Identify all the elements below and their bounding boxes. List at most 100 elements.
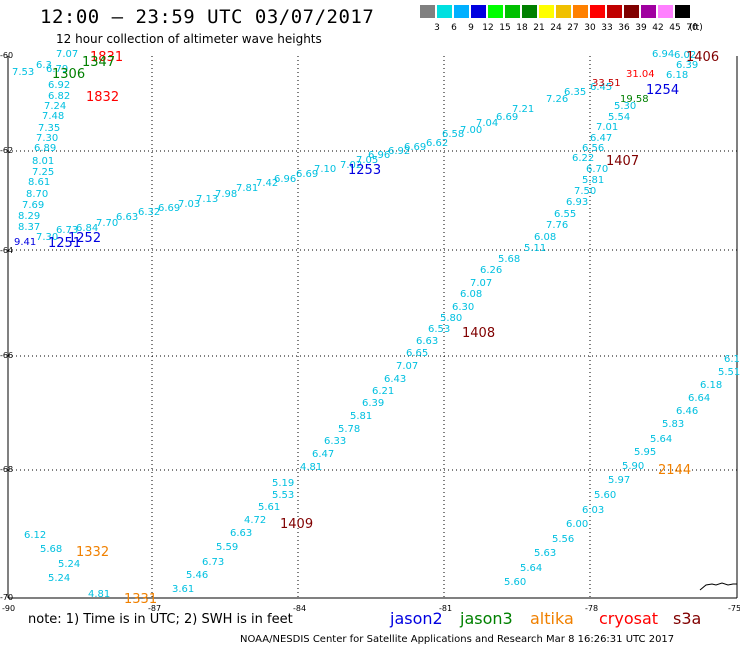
legend: note: 1) Time is in UTC; 2) SWH is in fe… [28, 609, 740, 631]
legend-cryosat: cryosat [599, 609, 659, 628]
pass-time-label: 1409 [280, 517, 313, 532]
pass-time-label: 1251 [48, 236, 81, 251]
track-value: 5.56 [552, 534, 574, 545]
track-value: 5.63 [534, 548, 556, 559]
track-value: 6.02 [674, 50, 696, 61]
track-value: 7.04 [476, 118, 498, 129]
axis-labels: -60 -62 -64 -66 -68 -70 -87 -84 -81 -78 -75 -90 [0, 51, 740, 613]
track-value: 6.84 [76, 223, 98, 234]
colorbar-swatch [607, 5, 622, 18]
track-value: 5.19 [272, 478, 294, 489]
track-value: 6.3 [36, 60, 52, 71]
track-value: 6.32 [138, 207, 160, 218]
colorbar-label: 27 [567, 23, 579, 33]
track-value: 7.30 [36, 133, 58, 144]
track-value: 6.70 [586, 164, 608, 175]
colorbar-label: 21 [533, 23, 545, 33]
wave-height-value: 19.58 [620, 94, 649, 105]
track-value: 4.81 [300, 462, 322, 473]
colorbar-label: 15 [499, 23, 511, 33]
track-value: 5.53 [272, 490, 294, 501]
track-value: 6.21 [372, 386, 394, 397]
track-value: 5.54 [608, 112, 630, 123]
colorbar-swatch [641, 5, 656, 18]
track-value: 5.24 [48, 573, 70, 584]
legend-altika: altika [530, 609, 574, 628]
track-value: 5.80 [440, 313, 462, 324]
track-value: 5.60 [594, 490, 616, 501]
track-value: 6.1 [724, 354, 740, 365]
track-value: 6.18 [700, 380, 722, 391]
track-value: 7.07 [56, 49, 78, 60]
track-value: 6.00 [566, 519, 588, 530]
track-value: 7.02 [340, 160, 362, 171]
track-value: 5.81 [350, 411, 372, 422]
track-value: 6.43 [384, 374, 406, 385]
track-value: 6.92 [388, 146, 410, 157]
track-value: 6.93 [566, 197, 588, 208]
track-value: 6.47 [312, 449, 334, 460]
track-value: 7.30 [36, 232, 58, 243]
track-value: 7.70 [96, 218, 118, 229]
track-value: 6.18 [666, 70, 688, 81]
track-value: 5.83 [662, 419, 684, 430]
track-value: 6.96 [274, 174, 296, 185]
colorbar-label: 42 [652, 23, 664, 33]
units-note: note: 1) Time is in UTC; 2) SWH is in fe… [28, 612, 293, 627]
legend-jason2: jason2 [390, 609, 443, 628]
colorbar-label: 45 [669, 23, 681, 33]
track-value: 5.24 [58, 559, 80, 570]
track-value: 6.45 [590, 82, 612, 93]
track-value: 7.48 [42, 111, 64, 122]
track-value: 6.55 [554, 209, 576, 220]
pass-time-label: 1331 [124, 592, 157, 607]
colorbar-swatch [556, 5, 571, 18]
legend-jason3: jason3 [460, 609, 513, 628]
track-value: 5.61 [258, 502, 280, 513]
track-value: 6.35 [564, 87, 586, 98]
colorbar-label: 30 [584, 23, 596, 33]
latitude-label: -70 [0, 593, 13, 602]
colorbar-label: 3 [434, 23, 440, 33]
colorbar-label: 33 [601, 23, 613, 33]
track-value: 5.64 [520, 563, 542, 574]
colorbar-swatch [454, 5, 469, 18]
longitude-label: -78 [585, 604, 598, 613]
track-value: 5.81 [582, 175, 604, 186]
track-value: 7.35 [38, 123, 60, 134]
coastline-segment [699, 582, 737, 591]
track-values: 7.076.36.797.536.926.827.247.487.357.306… [12, 49, 740, 600]
track-value: 8.61 [28, 177, 50, 188]
pass-time-label: 1306 [52, 67, 85, 82]
colorbar-swatch [658, 5, 673, 18]
track-value: 6.39 [362, 398, 384, 409]
lat-lon-grid [7, 56, 738, 599]
track-value: 5.60 [504, 577, 526, 588]
track-value: 6.22 [572, 153, 594, 164]
longitude-label: -90 [2, 604, 15, 613]
track-value: 7.07 [470, 278, 492, 289]
track-value: 6.69 [158, 203, 180, 214]
track-value: 4.81 [88, 589, 110, 600]
track-value: 6.92 [48, 80, 70, 91]
wave-height-value: 33.51 [592, 78, 621, 89]
pass-time-label: 1332 [76, 545, 109, 560]
pass-time-label: 1254 [646, 83, 679, 98]
colorbar-label: 24 [550, 23, 562, 33]
track-value: 7.24 [44, 101, 66, 112]
track-value: 6.79 [46, 64, 68, 75]
track-value: 6.63 [416, 336, 438, 347]
pass-time-label: 1253 [348, 163, 381, 178]
longitude-label: -84 [293, 604, 306, 613]
track-value: 6.69 [404, 142, 426, 153]
colorbar-label: 12 [482, 23, 494, 33]
pass-time-label: 1252 [68, 231, 101, 246]
track-value: 6.73 [202, 557, 224, 568]
colorbar-swatch [471, 5, 486, 18]
track-value: 7.00 [460, 125, 482, 136]
track-value: 7.05 [356, 155, 378, 166]
extra-values: 33.51 31.04 19.58 9.41 [14, 69, 655, 248]
latitude-label: -66 [0, 351, 13, 360]
footer-credit: NOAA/NESDIS Center for Satellite Applica… [240, 634, 675, 645]
